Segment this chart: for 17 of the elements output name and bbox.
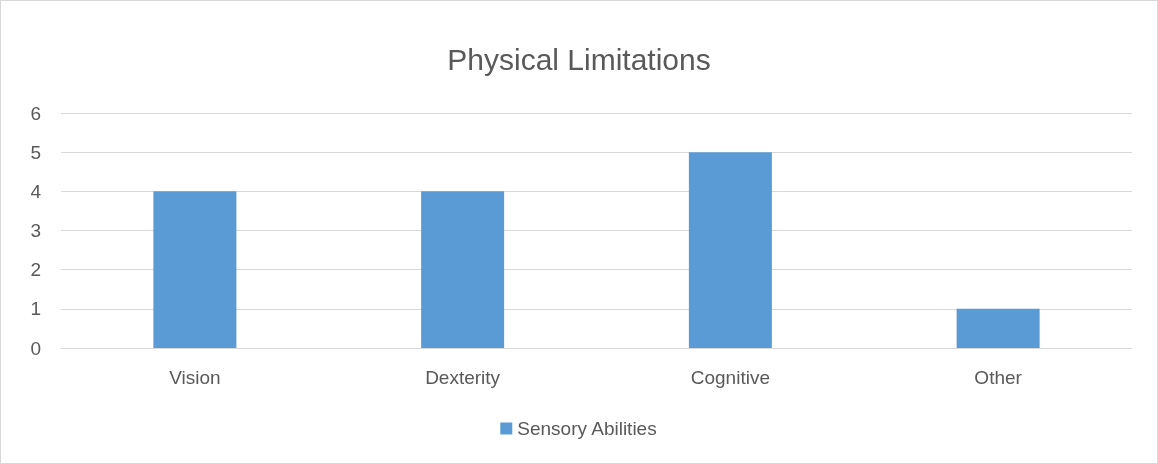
bar [956,308,1040,348]
legend-label: Sensory Abilities [517,418,657,439]
chart-title: Physical Limitations [447,42,711,76]
x-tick-label: Other [974,367,1023,388]
y-tick-label: 2 [30,259,41,281]
y-tick-label: 6 [30,102,41,124]
x-tick-label: Cognitive [690,367,770,388]
x-tick-label: Dexterity [425,367,501,388]
bar [421,191,505,348]
y-tick-label: 0 [30,337,41,359]
bar [153,191,237,348]
y-tick-label: 4 [30,180,42,202]
y-tick-label: 1 [30,298,41,320]
x-tick-label: Vision [169,367,221,388]
bar [688,152,772,348]
y-tick-label: 5 [30,141,41,163]
y-tick-label: 3 [30,220,41,241]
